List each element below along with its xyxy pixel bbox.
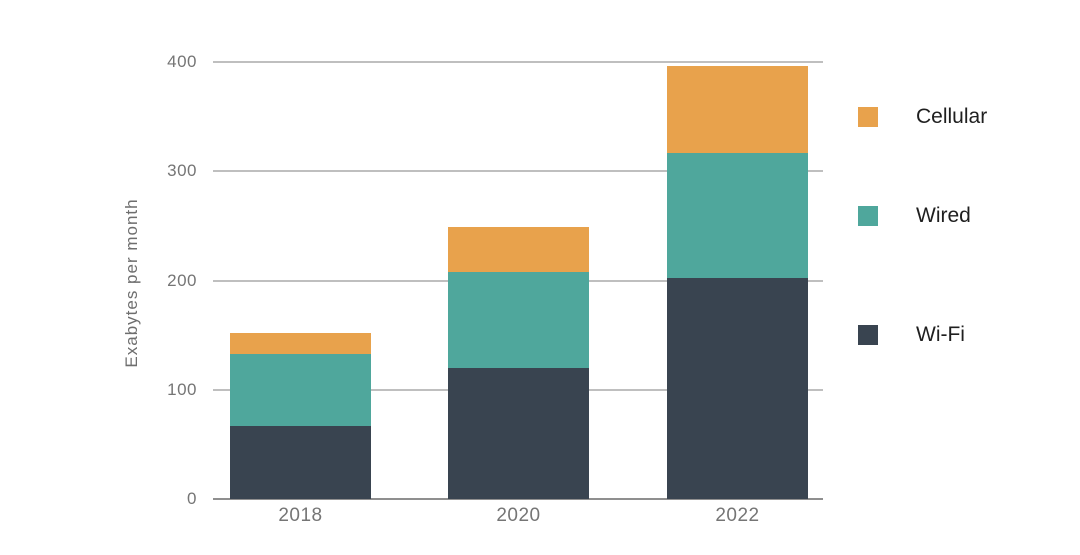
y-tick-label: 100: [167, 379, 197, 399]
bar-2022-segment-cellular: [667, 66, 808, 153]
legend-label-wi-fi: Wi-Fi: [916, 323, 965, 346]
y-tick-label: 400: [167, 52, 197, 71]
bar-2018-segment-cellular: [230, 332, 371, 354]
legend-swatch-wi-fi: [858, 325, 878, 345]
legend-swatch-cellular: [858, 107, 878, 127]
y-tick-label: 200: [167, 270, 197, 290]
bar-2020-segment-wi-fi: [448, 367, 589, 499]
y-tick-label: 300: [167, 161, 197, 181]
gridline: [213, 61, 823, 63]
x-tick-label: 2022: [715, 505, 760, 526]
legend-label-wired: Wired: [916, 204, 971, 227]
bar-2020-segment-cellular: [448, 226, 589, 272]
bar-2022-segment-wi-fi: [667, 278, 808, 499]
x-tick-label: 2020: [496, 505, 541, 526]
bar-2018-segment-wi-fi: [230, 425, 371, 499]
legend-swatch-wired: [858, 206, 878, 226]
bar-2020-segment-wired: [448, 271, 589, 368]
x-tick-label: 2018: [278, 505, 323, 526]
bar-2018-segment-wired: [230, 353, 371, 426]
legend-label-cellular: Cellular: [916, 105, 988, 128]
bar-2022-segment-wired: [667, 152, 808, 279]
x-axis-line: [213, 498, 823, 500]
y-tick-label: 0: [187, 489, 197, 508]
gridline: [213, 170, 823, 173]
